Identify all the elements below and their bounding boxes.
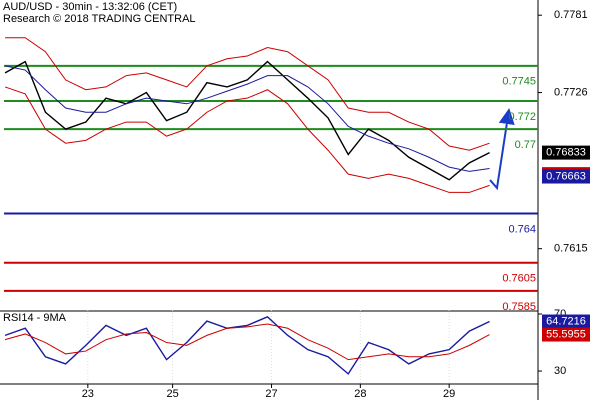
x-tick-label: 29 bbox=[443, 388, 455, 400]
value-box-label: 64.7216 bbox=[546, 315, 586, 327]
chart-subtitle: Research © 2018 TRADING CENTRAL bbox=[3, 13, 196, 25]
x-tick-label: 28 bbox=[354, 388, 366, 400]
price-label-box bbox=[542, 169, 590, 184]
level-label: 0.7605 bbox=[502, 273, 536, 285]
x-tick-label: 25 bbox=[166, 388, 178, 400]
forecast-arrow bbox=[489, 108, 515, 191]
x-tick-label: 23 bbox=[82, 388, 94, 400]
value-box bbox=[542, 314, 590, 329]
level-label: 0.7745 bbox=[502, 76, 536, 88]
y-tick-label: 0.7781 bbox=[554, 9, 588, 21]
series-line bbox=[4, 316, 490, 375]
level-label: 0.764 bbox=[508, 223, 536, 235]
series-line bbox=[4, 323, 490, 361]
series-line bbox=[4, 86, 490, 193]
price-label-box bbox=[542, 145, 590, 160]
series-line bbox=[4, 65, 490, 172]
y-tick-label: 30 bbox=[554, 365, 566, 377]
x-tick-label: 27 bbox=[265, 388, 277, 400]
price-label: 0.76663 bbox=[546, 170, 586, 182]
level-label: 0.7585 bbox=[502, 301, 536, 313]
level-label: 0.77 bbox=[515, 139, 536, 151]
series-line bbox=[5, 37, 490, 151]
series-line bbox=[4, 60, 490, 181]
value-box bbox=[542, 327, 590, 342]
y-tick-label: 0.7615 bbox=[554, 243, 588, 255]
value-box-label: 55.5955 bbox=[546, 328, 586, 340]
y-tick-label: 0.7726 bbox=[554, 86, 588, 98]
rsi-title: RSI14 - 9MA bbox=[3, 312, 67, 324]
chart-title: AUD/USD - 30min - 13:32:06 (CET) bbox=[3, 1, 177, 13]
level-label: 0.772 bbox=[508, 111, 536, 123]
price-label: 0.76833 bbox=[546, 147, 586, 159]
